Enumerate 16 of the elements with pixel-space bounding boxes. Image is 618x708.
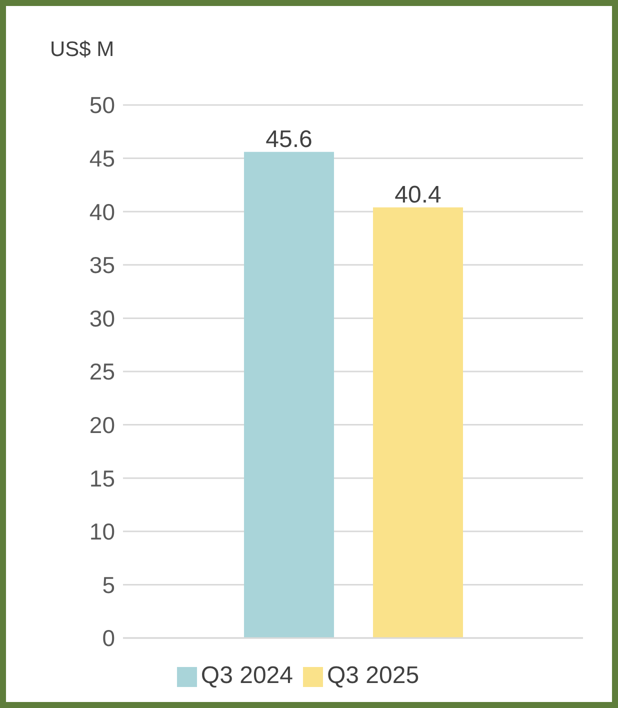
y-tick-label: 25: [89, 358, 115, 385]
y-tick-label: 5: [102, 572, 115, 598]
data-label: 40.4: [394, 181, 442, 208]
y-tick-label: 50: [89, 92, 115, 118]
y-axis-title: US$ M: [50, 38, 114, 62]
y-tick-label: 30: [89, 305, 115, 332]
legend-label: Q3 2024: [200, 662, 293, 689]
y-tick-label: 10: [89, 518, 115, 545]
data-label: 45.6: [266, 126, 312, 153]
y-tick-label: 15: [89, 465, 115, 492]
y-tick-label: 45: [89, 145, 115, 172]
y-tick-label: 35: [89, 252, 115, 278]
legend-label: Q3 2025: [327, 662, 420, 689]
y-tick-label: 20: [89, 412, 115, 438]
y-tick-label: 0: [102, 625, 115, 652]
y-tick-label: 40: [89, 198, 115, 225]
